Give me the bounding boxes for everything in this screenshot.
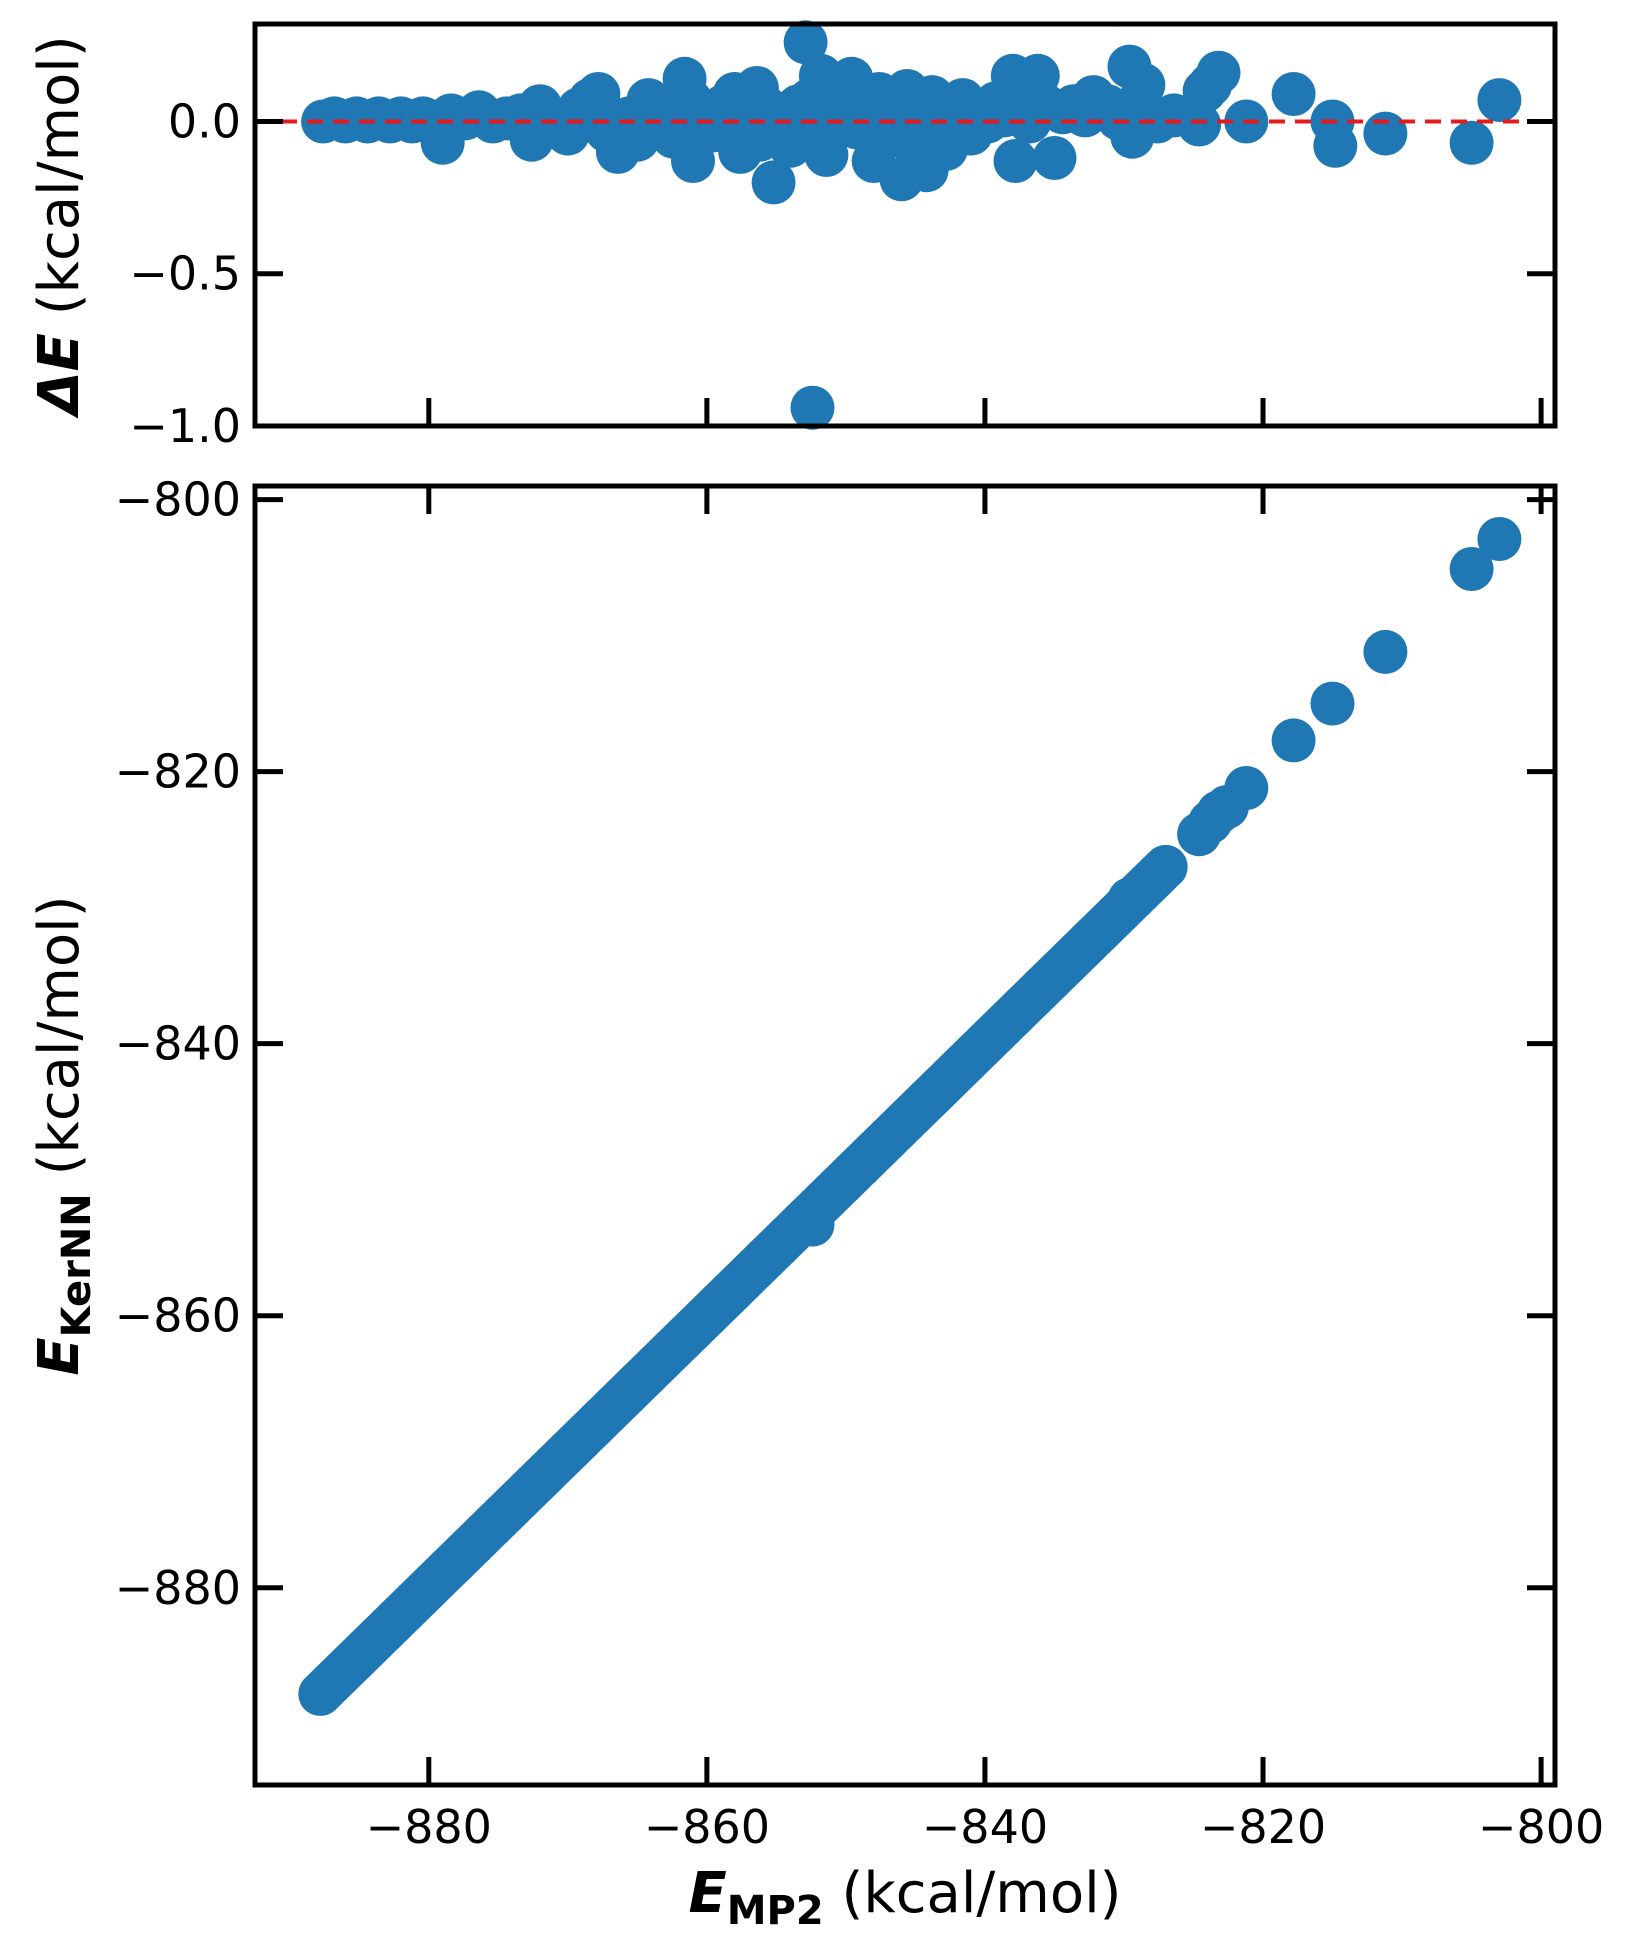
correlation-point xyxy=(1310,681,1355,726)
x-axis-label: EMP2 (kcal/mol) xyxy=(688,1861,1121,1934)
y-tick-label: −880 xyxy=(115,1561,241,1615)
residual-point xyxy=(1196,50,1241,95)
y-axis-label-symbol: E xyxy=(27,1337,92,1375)
residual-point xyxy=(1449,120,1494,165)
residual-panel: 0.0 −0.5 −1.0 ΔE (kcal/mol) xyxy=(27,20,1558,453)
residual-y-tick-label: 0.0 xyxy=(168,94,241,148)
correlation-point xyxy=(1449,547,1494,591)
y-tick-label: −800 xyxy=(115,473,241,527)
residual-point xyxy=(576,72,621,116)
residual-points xyxy=(301,20,1522,430)
residual-y-axis-label: ΔE (kcal/mol) xyxy=(27,35,92,418)
residual-ticks: 0.0 −0.5 −1.0 xyxy=(129,94,1555,453)
residual-point xyxy=(1363,111,1408,156)
y-tick-label: −820 xyxy=(115,745,241,799)
residual-point xyxy=(1477,78,1522,123)
residual-y-tick-label: −1.0 xyxy=(129,399,241,453)
correlation-point xyxy=(1135,853,1180,897)
x-tick-label: −840 xyxy=(922,1800,1048,1854)
residual-point xyxy=(1271,72,1316,116)
correlation-point xyxy=(790,1202,835,1247)
residual-point xyxy=(1032,136,1077,180)
x-axis-label-symbol: E xyxy=(688,1861,726,1926)
residual-point xyxy=(751,160,796,205)
correlation-plot-frame xyxy=(252,483,1558,1788)
x-tick-label: −880 xyxy=(366,1800,492,1854)
residual-point xyxy=(790,385,835,430)
y-axis-label-units: (kcal/mol) xyxy=(27,895,92,1193)
residual-plot-frame xyxy=(252,21,1558,429)
y-axis-label: EKerNN (kcal/mol) xyxy=(27,895,100,1375)
correlation-points xyxy=(298,517,1522,1716)
correlation-point xyxy=(1477,517,1522,561)
residual-y-tick-label: −0.5 xyxy=(129,247,241,301)
residual-point xyxy=(804,133,849,177)
residual-point xyxy=(783,20,828,65)
residual-point xyxy=(1177,102,1222,147)
residual-y-axis-label-symbol: ΔE xyxy=(27,333,92,419)
correlation-point xyxy=(1363,629,1408,674)
y-axis-label-subscript: KerNN xyxy=(54,1193,100,1337)
y-tick-label: −840 xyxy=(115,1017,241,1071)
correlation-point xyxy=(1224,766,1269,810)
x-axis-label-subscript: MP2 xyxy=(727,1888,824,1934)
x-tick-label: −800 xyxy=(1478,1800,1604,1854)
residual-point xyxy=(993,139,1038,183)
correlation-ticks: −880 −860 −840 −820 −800 −800 −820 −840 −860 −880 xyxy=(115,473,1605,1854)
x-tick-label: −860 xyxy=(644,1800,770,1854)
residual-y-axis-label-units: (kcal/mol) xyxy=(27,35,92,333)
residual-point xyxy=(1121,62,1166,107)
correlation-point xyxy=(1271,718,1316,763)
y-tick-label: −860 xyxy=(115,1289,241,1343)
residual-point xyxy=(1313,123,1358,168)
x-axis-label-units: (kcal/mol) xyxy=(824,1861,1122,1926)
x-tick-label: −820 xyxy=(1200,1800,1326,1854)
correlation-panel: −880 −860 −840 −820 −800−800−820−840−860−880… xyxy=(27,473,1604,1934)
